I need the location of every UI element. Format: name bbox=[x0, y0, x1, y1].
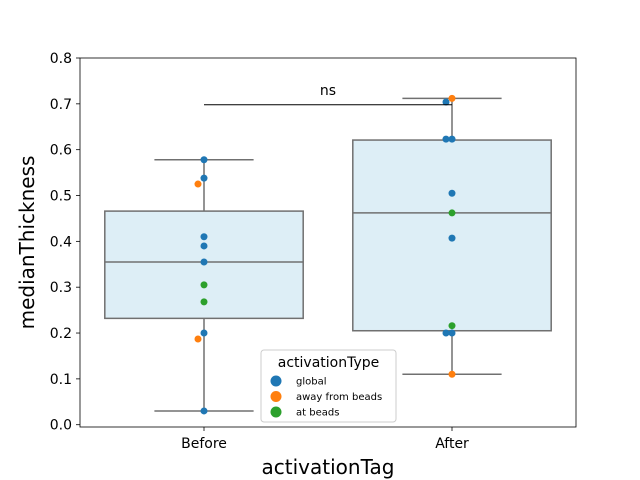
data-point bbox=[200, 298, 208, 306]
data-point bbox=[200, 242, 208, 250]
data-point bbox=[442, 135, 450, 143]
data-point bbox=[200, 174, 208, 182]
significance-label: ns bbox=[320, 83, 336, 99]
y-tick-label: 0.2 bbox=[50, 326, 72, 342]
legend-marker bbox=[270, 391, 282, 402]
x-axis: Before After bbox=[181, 427, 469, 452]
legend-frame bbox=[260, 349, 397, 423]
legend-entry: global bbox=[270, 375, 327, 388]
data-point bbox=[448, 94, 456, 102]
y-tick-label: 0.5 bbox=[50, 189, 72, 205]
data-point bbox=[200, 258, 208, 266]
y-tick-label: 0.3 bbox=[50, 280, 72, 296]
y-tick-label: 0.7 bbox=[50, 97, 72, 113]
data-point bbox=[194, 180, 202, 188]
legend: activationType global away from beads at b… bbox=[260, 349, 397, 423]
legend-label: at beads bbox=[296, 408, 339, 419]
data-point bbox=[448, 234, 456, 242]
x-tick-label: Before bbox=[181, 436, 227, 452]
data-point bbox=[200, 281, 208, 289]
legend-title: activationType bbox=[278, 355, 380, 371]
data-point bbox=[200, 233, 208, 241]
data-point bbox=[448, 322, 456, 330]
data-point bbox=[448, 209, 456, 217]
x-axis-label: activationTag bbox=[262, 455, 395, 479]
points-layer bbox=[194, 94, 456, 415]
legend-label: global bbox=[296, 377, 327, 388]
data-point bbox=[448, 135, 456, 143]
legend-entry: at beads bbox=[270, 406, 339, 419]
plot-area-frame bbox=[79, 57, 577, 428]
legend-entry: away from beads bbox=[270, 391, 382, 403]
x-tick-label: After bbox=[435, 436, 469, 452]
legend-label: away from beads bbox=[296, 392, 382, 403]
legend-marker bbox=[270, 375, 282, 387]
data-point bbox=[200, 407, 208, 415]
data-point bbox=[448, 370, 456, 378]
data-point bbox=[200, 329, 208, 337]
data-point bbox=[442, 98, 450, 106]
y-tick-label: 0.6 bbox=[50, 143, 72, 159]
legend-marker bbox=[270, 406, 282, 418]
y-axis-label: medianThickness bbox=[15, 156, 39, 330]
data-point bbox=[194, 335, 202, 343]
significance-annotation: ns bbox=[204, 83, 452, 106]
y-tick-label: 0.8 bbox=[50, 51, 72, 67]
y-tick-label: 0.4 bbox=[50, 234, 72, 250]
data-point bbox=[200, 156, 208, 164]
y-axis: 0.0 0.1 0.2 0.3 0.4 0.5 0.6 0.7 0.8 bbox=[50, 51, 80, 434]
data-point bbox=[442, 329, 450, 337]
data-point bbox=[448, 189, 456, 197]
legend-entries: global away from beads at beads bbox=[270, 375, 382, 419]
data-point bbox=[448, 329, 456, 337]
y-tick-label: 0.0 bbox=[50, 418, 72, 434]
y-tick-label: 0.1 bbox=[50, 372, 72, 388]
